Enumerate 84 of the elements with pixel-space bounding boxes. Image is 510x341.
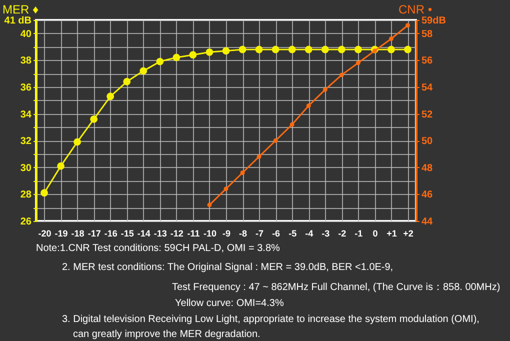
x-tick-label: -8 xyxy=(239,228,248,238)
y-tick-label: 38 xyxy=(20,56,32,67)
text: can greatly improve the MER degradation. xyxy=(73,329,260,340)
x-tick-label: -19 xyxy=(54,228,68,238)
y-tick-label: 40 xyxy=(20,28,32,40)
y2-tick-label: 48 xyxy=(422,162,434,174)
point xyxy=(304,46,312,54)
text: 2. MER test conditions: The Original Signal : MER = 39.0dB, BER <1.0E-9, xyxy=(62,262,394,273)
point xyxy=(388,36,394,41)
point xyxy=(189,51,197,59)
point xyxy=(224,186,228,192)
point xyxy=(290,122,294,127)
y-axis-title: MER ♦ xyxy=(2,2,39,16)
x-tick-label: -6 xyxy=(272,228,280,238)
point xyxy=(404,46,412,54)
x-tick-label: -1 xyxy=(354,228,363,238)
y2-tick-label: 52 xyxy=(422,109,434,120)
x-tick-label: +2 xyxy=(403,228,414,238)
y2-tick-label: 54 xyxy=(422,82,434,94)
y-tick-label: 36 xyxy=(20,82,32,94)
y2-tick-label: 56 xyxy=(422,56,434,67)
point xyxy=(272,46,280,54)
x-tick-label: -16 xyxy=(104,228,118,238)
x-tick-label: -11 xyxy=(187,228,200,238)
y2-tick-label: 46 xyxy=(422,190,434,201)
point xyxy=(90,115,98,123)
x-tick-label: -13 xyxy=(154,228,167,238)
point xyxy=(40,189,48,197)
y-tick-label: 28 xyxy=(20,190,32,201)
point xyxy=(354,46,362,54)
y2-tick-label: 59dB xyxy=(422,16,446,26)
point xyxy=(339,72,344,78)
point xyxy=(306,104,311,108)
point xyxy=(356,60,360,66)
point xyxy=(338,46,346,54)
x-tick-label: -4 xyxy=(305,228,314,238)
y-tick-label: 41 dB xyxy=(4,16,32,26)
x-tick-label: -15 xyxy=(120,228,134,238)
point xyxy=(288,46,296,54)
point xyxy=(172,54,180,62)
point xyxy=(406,23,410,28)
point xyxy=(372,48,377,54)
point xyxy=(273,138,278,143)
point xyxy=(57,162,64,170)
text: 3. Digital television Receiving Low Light, appropriate to increase the system modulation (OMI), xyxy=(62,314,480,325)
point xyxy=(207,202,212,208)
text: Note:1.CNR Test conditions: 59CH PAL-D, OMI = 3.8% xyxy=(36,243,280,254)
x-tick-label: +1 xyxy=(386,228,397,238)
x-tick-label: -20 xyxy=(38,228,52,238)
y-tick-label: 34 xyxy=(20,109,32,120)
y2-axis-title: CNR • xyxy=(398,2,432,16)
y2-tick-label: 50 xyxy=(422,136,434,148)
point xyxy=(238,46,246,54)
point xyxy=(106,92,114,100)
point xyxy=(322,87,328,92)
x-tick-label: -2 xyxy=(338,228,346,238)
point xyxy=(140,67,148,75)
point xyxy=(388,46,395,54)
x-tick-label: -9 xyxy=(222,228,231,238)
x-tick-label: -10 xyxy=(203,228,216,238)
point xyxy=(74,138,82,146)
x-tick-label: -3 xyxy=(322,228,330,238)
x-tick-label: -7 xyxy=(256,228,264,238)
x-tick-label: -17 xyxy=(88,228,101,238)
point xyxy=(321,46,329,54)
y-tick-label: 26 xyxy=(20,216,32,228)
point xyxy=(206,48,214,56)
y-tick-label: 30 xyxy=(20,162,32,174)
point xyxy=(240,170,245,175)
y2-tick-label: 44 xyxy=(422,216,434,228)
x-tick-label: -14 xyxy=(137,228,150,238)
point xyxy=(255,46,263,54)
x-tick-label: -12 xyxy=(170,228,184,238)
x-tick-label: -5 xyxy=(288,228,297,238)
point xyxy=(156,58,164,66)
x-tick-label: -18 xyxy=(71,228,84,238)
point xyxy=(123,78,131,86)
y-tick-label: 32 xyxy=(20,136,32,148)
text: Yellow curve: OMI=4.3% xyxy=(175,298,284,309)
point xyxy=(222,47,230,55)
point xyxy=(256,154,262,159)
y2-tick-label: 58 xyxy=(422,28,434,40)
x-tick-label: 0 xyxy=(372,228,378,238)
text: Test Frequency : 47 ~ 862MHz Full Channel, (The Curve is：858. 00MHz) xyxy=(172,282,500,293)
